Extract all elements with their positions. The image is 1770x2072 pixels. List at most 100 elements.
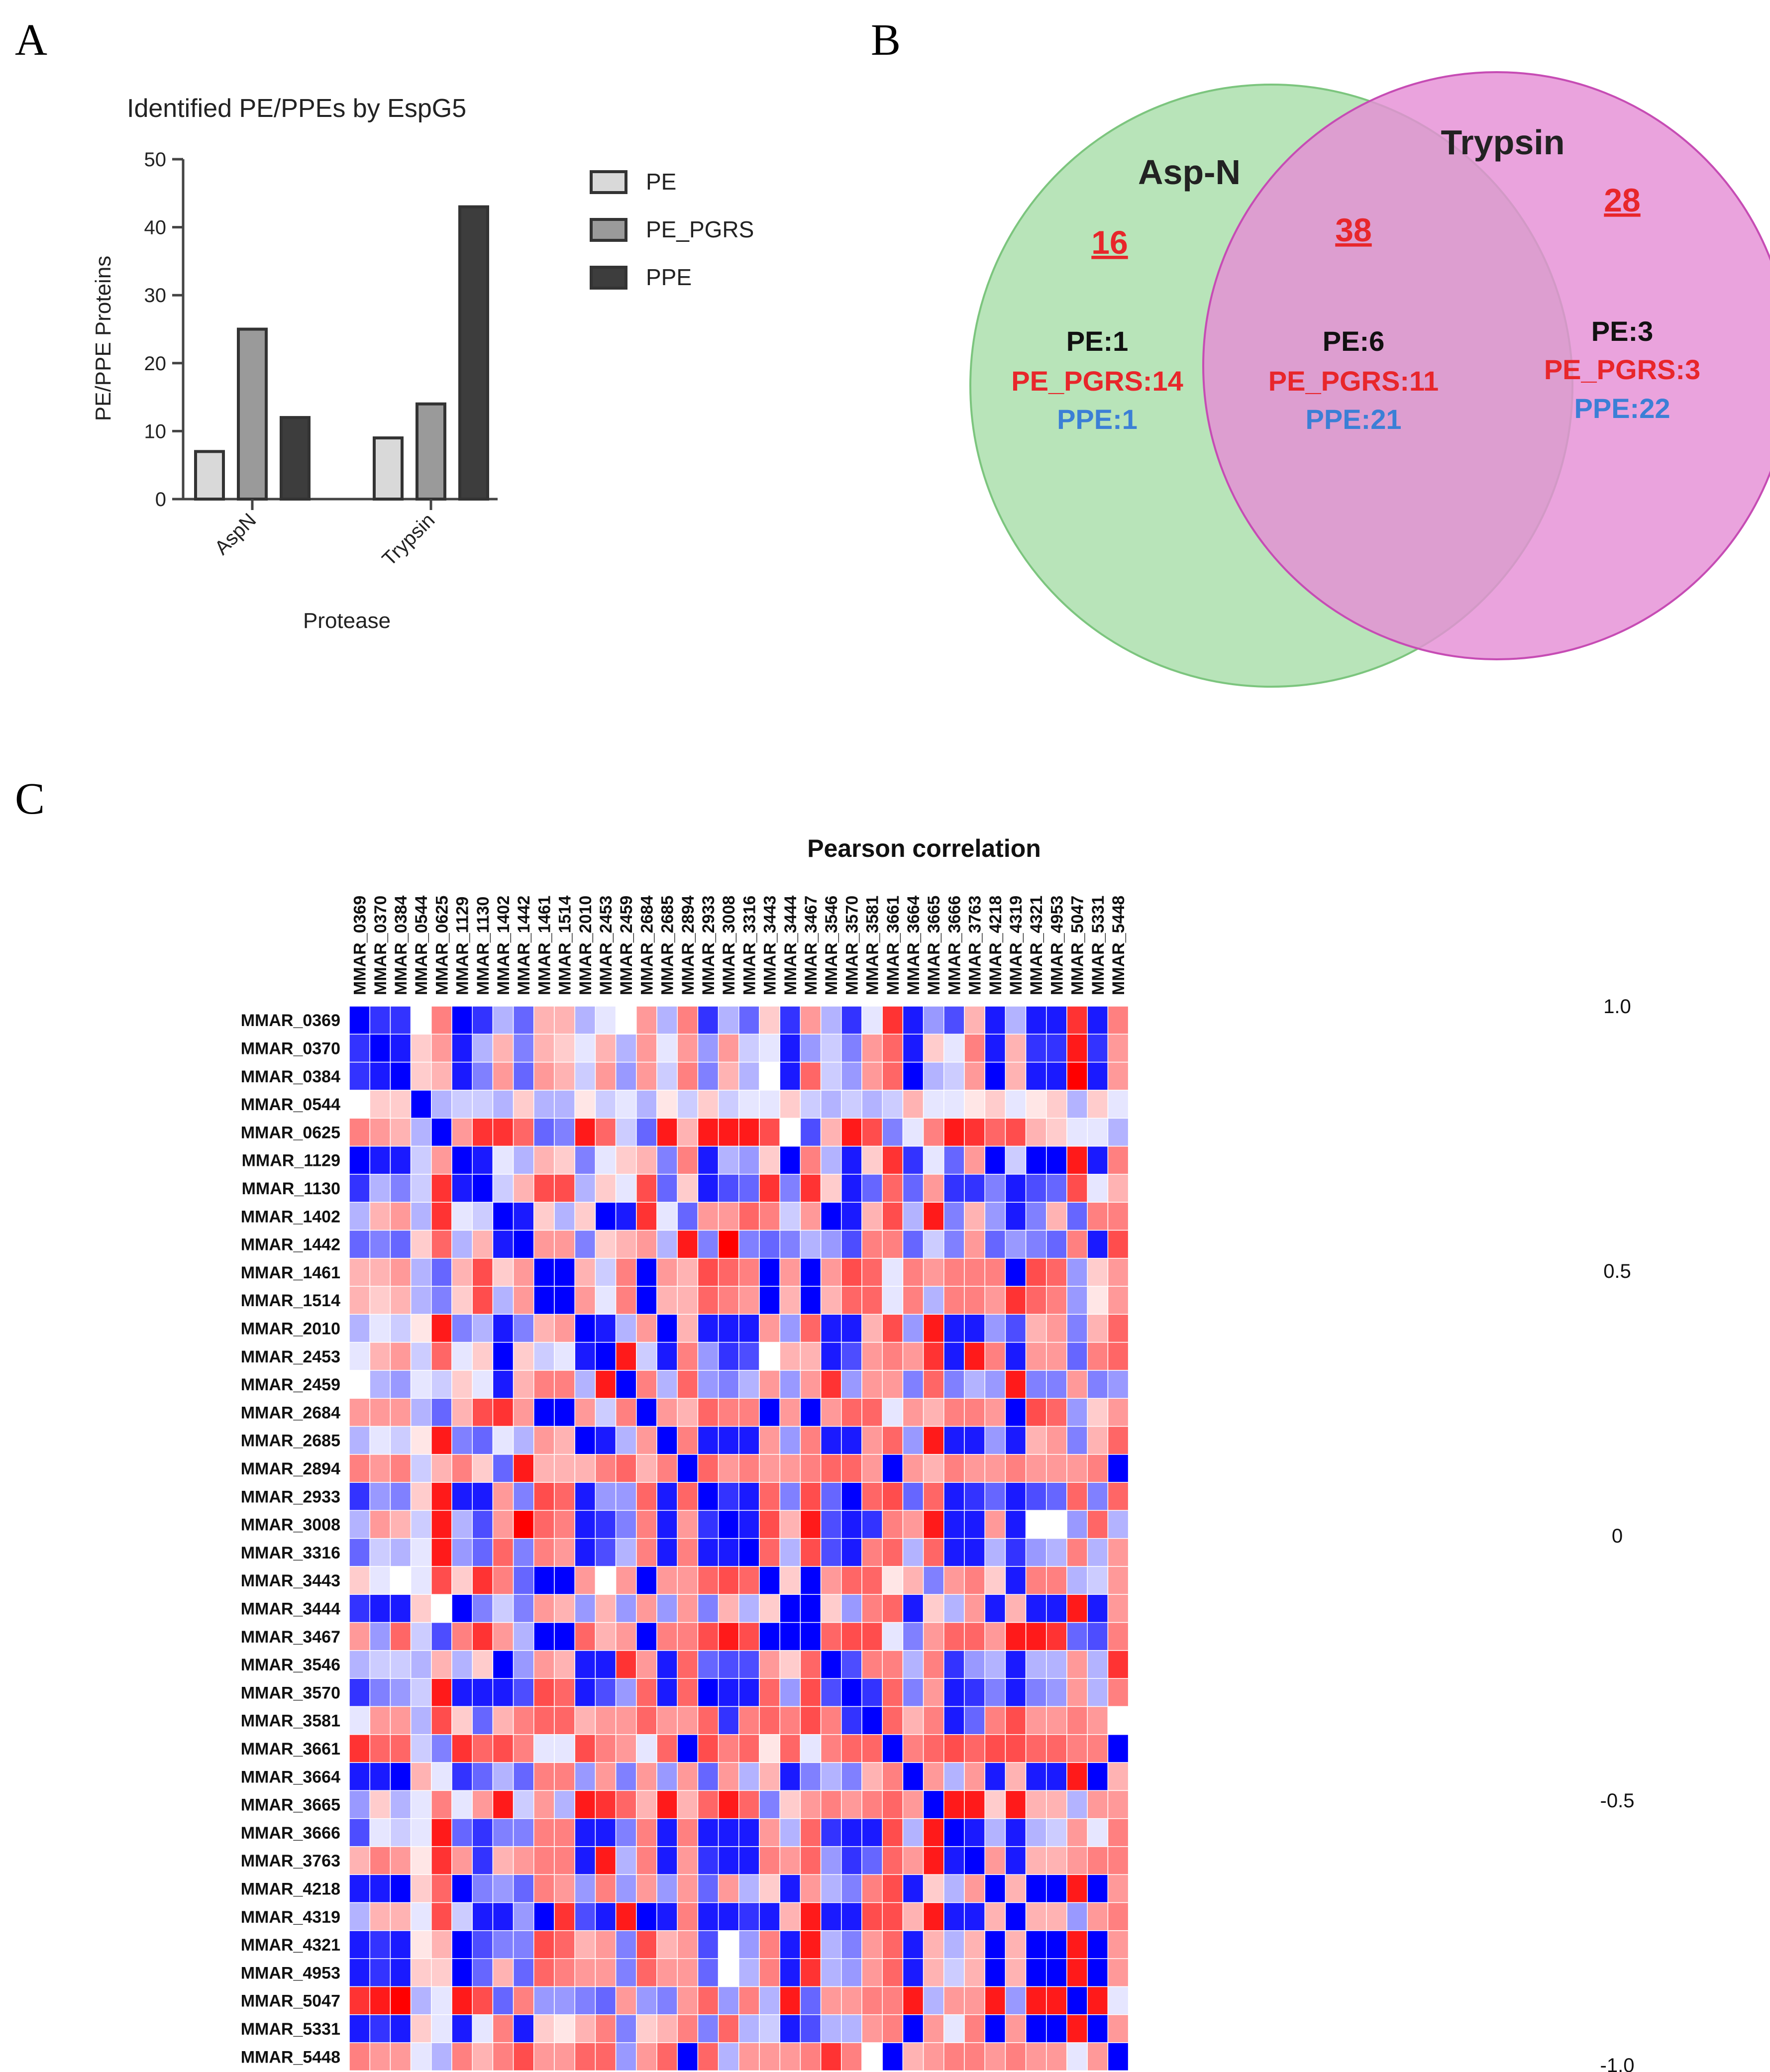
heatmap-cell — [390, 1594, 412, 1623]
heatmap-cell — [697, 1061, 719, 1091]
heatmap-cell — [451, 1398, 473, 1427]
heatmap-cell — [349, 1286, 370, 1315]
heatmap-cell — [390, 1230, 412, 1259]
heatmap-cell — [492, 2014, 514, 2043]
heatmap-cell — [964, 1650, 985, 1679]
heatmap-cell — [882, 1398, 904, 1427]
heatmap-cell — [533, 1594, 555, 1623]
heatmap-cell — [1005, 1986, 1027, 2015]
heatmap-cell — [513, 1706, 534, 1735]
heatmap-row-label: MMAR_3444 — [241, 1600, 340, 1619]
heatmap-cell — [820, 1538, 842, 1567]
heatmap-cell — [410, 1622, 432, 1651]
heatmap-cell — [472, 1174, 494, 1203]
heatmap-cell — [410, 1566, 432, 1595]
heatmap-cell — [923, 1006, 944, 1035]
heatmap-cell — [984, 1594, 1006, 1623]
heatmap-cell — [718, 1734, 739, 1763]
heatmap-cell — [1087, 1874, 1109, 1903]
heatmap-cell — [677, 1706, 699, 1735]
heatmap-cell — [759, 1902, 780, 1931]
heatmap-cell — [923, 1090, 944, 1119]
heatmap-cell — [1087, 1370, 1109, 1399]
heatmap-cell — [1066, 1538, 1088, 1567]
heatmap-cell — [1087, 1762, 1109, 1791]
heatmap-cell — [861, 1482, 883, 1511]
heatmap-cell — [738, 1174, 760, 1203]
heatmap-cell — [759, 1202, 780, 1231]
heatmap-cell — [984, 1622, 1006, 1651]
heatmap-cell — [1066, 1257, 1088, 1287]
heatmap-cell — [369, 1818, 391, 1847]
heatmap-cell — [738, 1762, 760, 1791]
heatmap-cell — [533, 1230, 555, 1259]
heatmap-cell — [1025, 1370, 1047, 1399]
heatmap-column-label: MMAR_2459 — [617, 896, 636, 995]
heatmap-cell — [800, 1061, 822, 1091]
heatmap-cell — [759, 1118, 780, 1147]
heatmap-cell — [779, 1286, 801, 1315]
heatmap-cell — [595, 1650, 617, 1679]
heatmap-cell — [554, 2014, 575, 2043]
venn-set-name-trypsin: Trypsin — [1441, 123, 1565, 162]
heatmap-cell — [759, 1034, 780, 1063]
heatmap-cell — [943, 1370, 965, 1399]
heatmap-cell — [841, 1286, 862, 1315]
heatmap-cell — [410, 1342, 432, 1371]
heatmap-cell — [1046, 1566, 1067, 1595]
heatmap-cell — [759, 1286, 780, 1315]
heatmap-cell — [923, 1538, 944, 1567]
heatmap-cell — [595, 1790, 617, 1819]
heatmap-cell — [390, 1930, 412, 1959]
heatmap-cell — [1025, 1958, 1047, 1987]
heatmap-cell — [554, 1286, 575, 1315]
heatmap-cell — [882, 1061, 904, 1091]
heatmap-cell — [1005, 1678, 1027, 1707]
heatmap-cell — [779, 1342, 801, 1371]
heatmap-column-label: MMAR_3008 — [720, 896, 738, 995]
heatmap-cell — [861, 1286, 883, 1315]
heatmap-cell — [902, 1790, 924, 1819]
heatmap-cell — [390, 1370, 412, 1399]
heatmap-cell — [492, 1706, 514, 1735]
heatmap-cell — [533, 1874, 555, 1903]
heatmap-cell — [738, 1622, 760, 1651]
heatmap-cell — [902, 1902, 924, 1931]
heatmap-cell — [861, 1762, 883, 1791]
heatmap-cell — [431, 1174, 452, 1203]
heatmap-cell — [984, 1902, 1006, 1931]
heatmap-cell — [492, 1370, 514, 1399]
heatmap-cell — [964, 1145, 985, 1175]
heatmap-cell — [902, 1594, 924, 1623]
heatmap-cell — [349, 1370, 370, 1399]
heatmap-cell — [472, 1006, 494, 1035]
heatmap-cell — [1046, 1594, 1067, 1623]
heatmap-column-label: MMAR_4218 — [986, 896, 1005, 995]
heatmap-cell — [431, 1510, 452, 1539]
heatmap-cell — [369, 1678, 391, 1707]
heatmap-cell — [410, 1118, 432, 1147]
heatmap-cell — [656, 1566, 678, 1595]
heatmap-cell — [595, 1510, 617, 1539]
heatmap-cell — [1066, 1678, 1088, 1707]
heatmap-row-label: MMAR_1461 — [241, 1263, 340, 1282]
heatmap-cell — [574, 1650, 596, 1679]
heatmap-cell — [615, 1454, 637, 1483]
heatmap-cell — [779, 1874, 801, 1903]
heatmap-cell — [410, 1482, 432, 1511]
heatmap-cell — [554, 1006, 575, 1035]
heatmap-cell — [1025, 1510, 1047, 1539]
heatmap-cell — [738, 1566, 760, 1595]
heatmap-cell — [554, 1622, 575, 1651]
heatmap-cell — [923, 1370, 944, 1399]
heatmap-cell — [1066, 1118, 1088, 1147]
heatmap-cell — [841, 1734, 862, 1763]
heatmap-cell — [820, 1118, 842, 1147]
heatmap-cell — [656, 1706, 678, 1735]
heatmap-cell — [595, 1006, 617, 1035]
heatmap-cell — [902, 1426, 924, 1455]
heatmap-cell — [595, 1846, 617, 1875]
heatmap-cell — [636, 1118, 657, 1147]
legend-swatch-pe-pgrs — [590, 218, 627, 242]
heatmap-cell — [390, 1202, 412, 1231]
